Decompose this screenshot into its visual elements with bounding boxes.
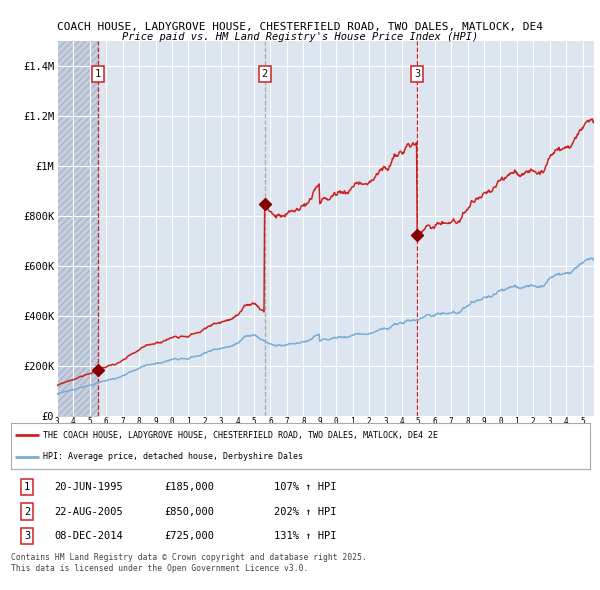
- Text: 1: 1: [94, 69, 101, 79]
- Text: 107% ↑ HPI: 107% ↑ HPI: [274, 482, 337, 492]
- Text: Price paid vs. HM Land Registry's House Price Index (HPI): Price paid vs. HM Land Registry's House …: [122, 32, 478, 42]
- Text: £725,000: £725,000: [164, 531, 214, 541]
- Text: 08-DEC-2014: 08-DEC-2014: [54, 531, 123, 541]
- Text: 2: 2: [262, 69, 268, 79]
- Text: £185,000: £185,000: [164, 482, 214, 492]
- Text: COACH HOUSE, LADYGROVE HOUSE, CHESTERFIELD ROAD, TWO DALES, MATLOCK, DE4: COACH HOUSE, LADYGROVE HOUSE, CHESTERFIE…: [57, 22, 543, 32]
- Text: 22-AUG-2005: 22-AUG-2005: [54, 507, 123, 516]
- Text: 3: 3: [414, 69, 420, 79]
- Text: 2: 2: [24, 507, 30, 516]
- Text: 3: 3: [24, 531, 30, 541]
- Text: HPI: Average price, detached house, Derbyshire Dales: HPI: Average price, detached house, Derb…: [43, 452, 302, 461]
- Text: 202% ↑ HPI: 202% ↑ HPI: [274, 507, 337, 516]
- Text: 1: 1: [24, 482, 30, 492]
- Text: 20-JUN-1995: 20-JUN-1995: [54, 482, 123, 492]
- Text: THE COACH HOUSE, LADYGROVE HOUSE, CHESTERFIELD ROAD, TWO DALES, MATLOCK, DE4 2E: THE COACH HOUSE, LADYGROVE HOUSE, CHESTE…: [43, 431, 437, 440]
- Text: 131% ↑ HPI: 131% ↑ HPI: [274, 531, 337, 541]
- Text: £850,000: £850,000: [164, 507, 214, 516]
- Text: Contains HM Land Registry data © Crown copyright and database right 2025.
This d: Contains HM Land Registry data © Crown c…: [11, 553, 367, 573]
